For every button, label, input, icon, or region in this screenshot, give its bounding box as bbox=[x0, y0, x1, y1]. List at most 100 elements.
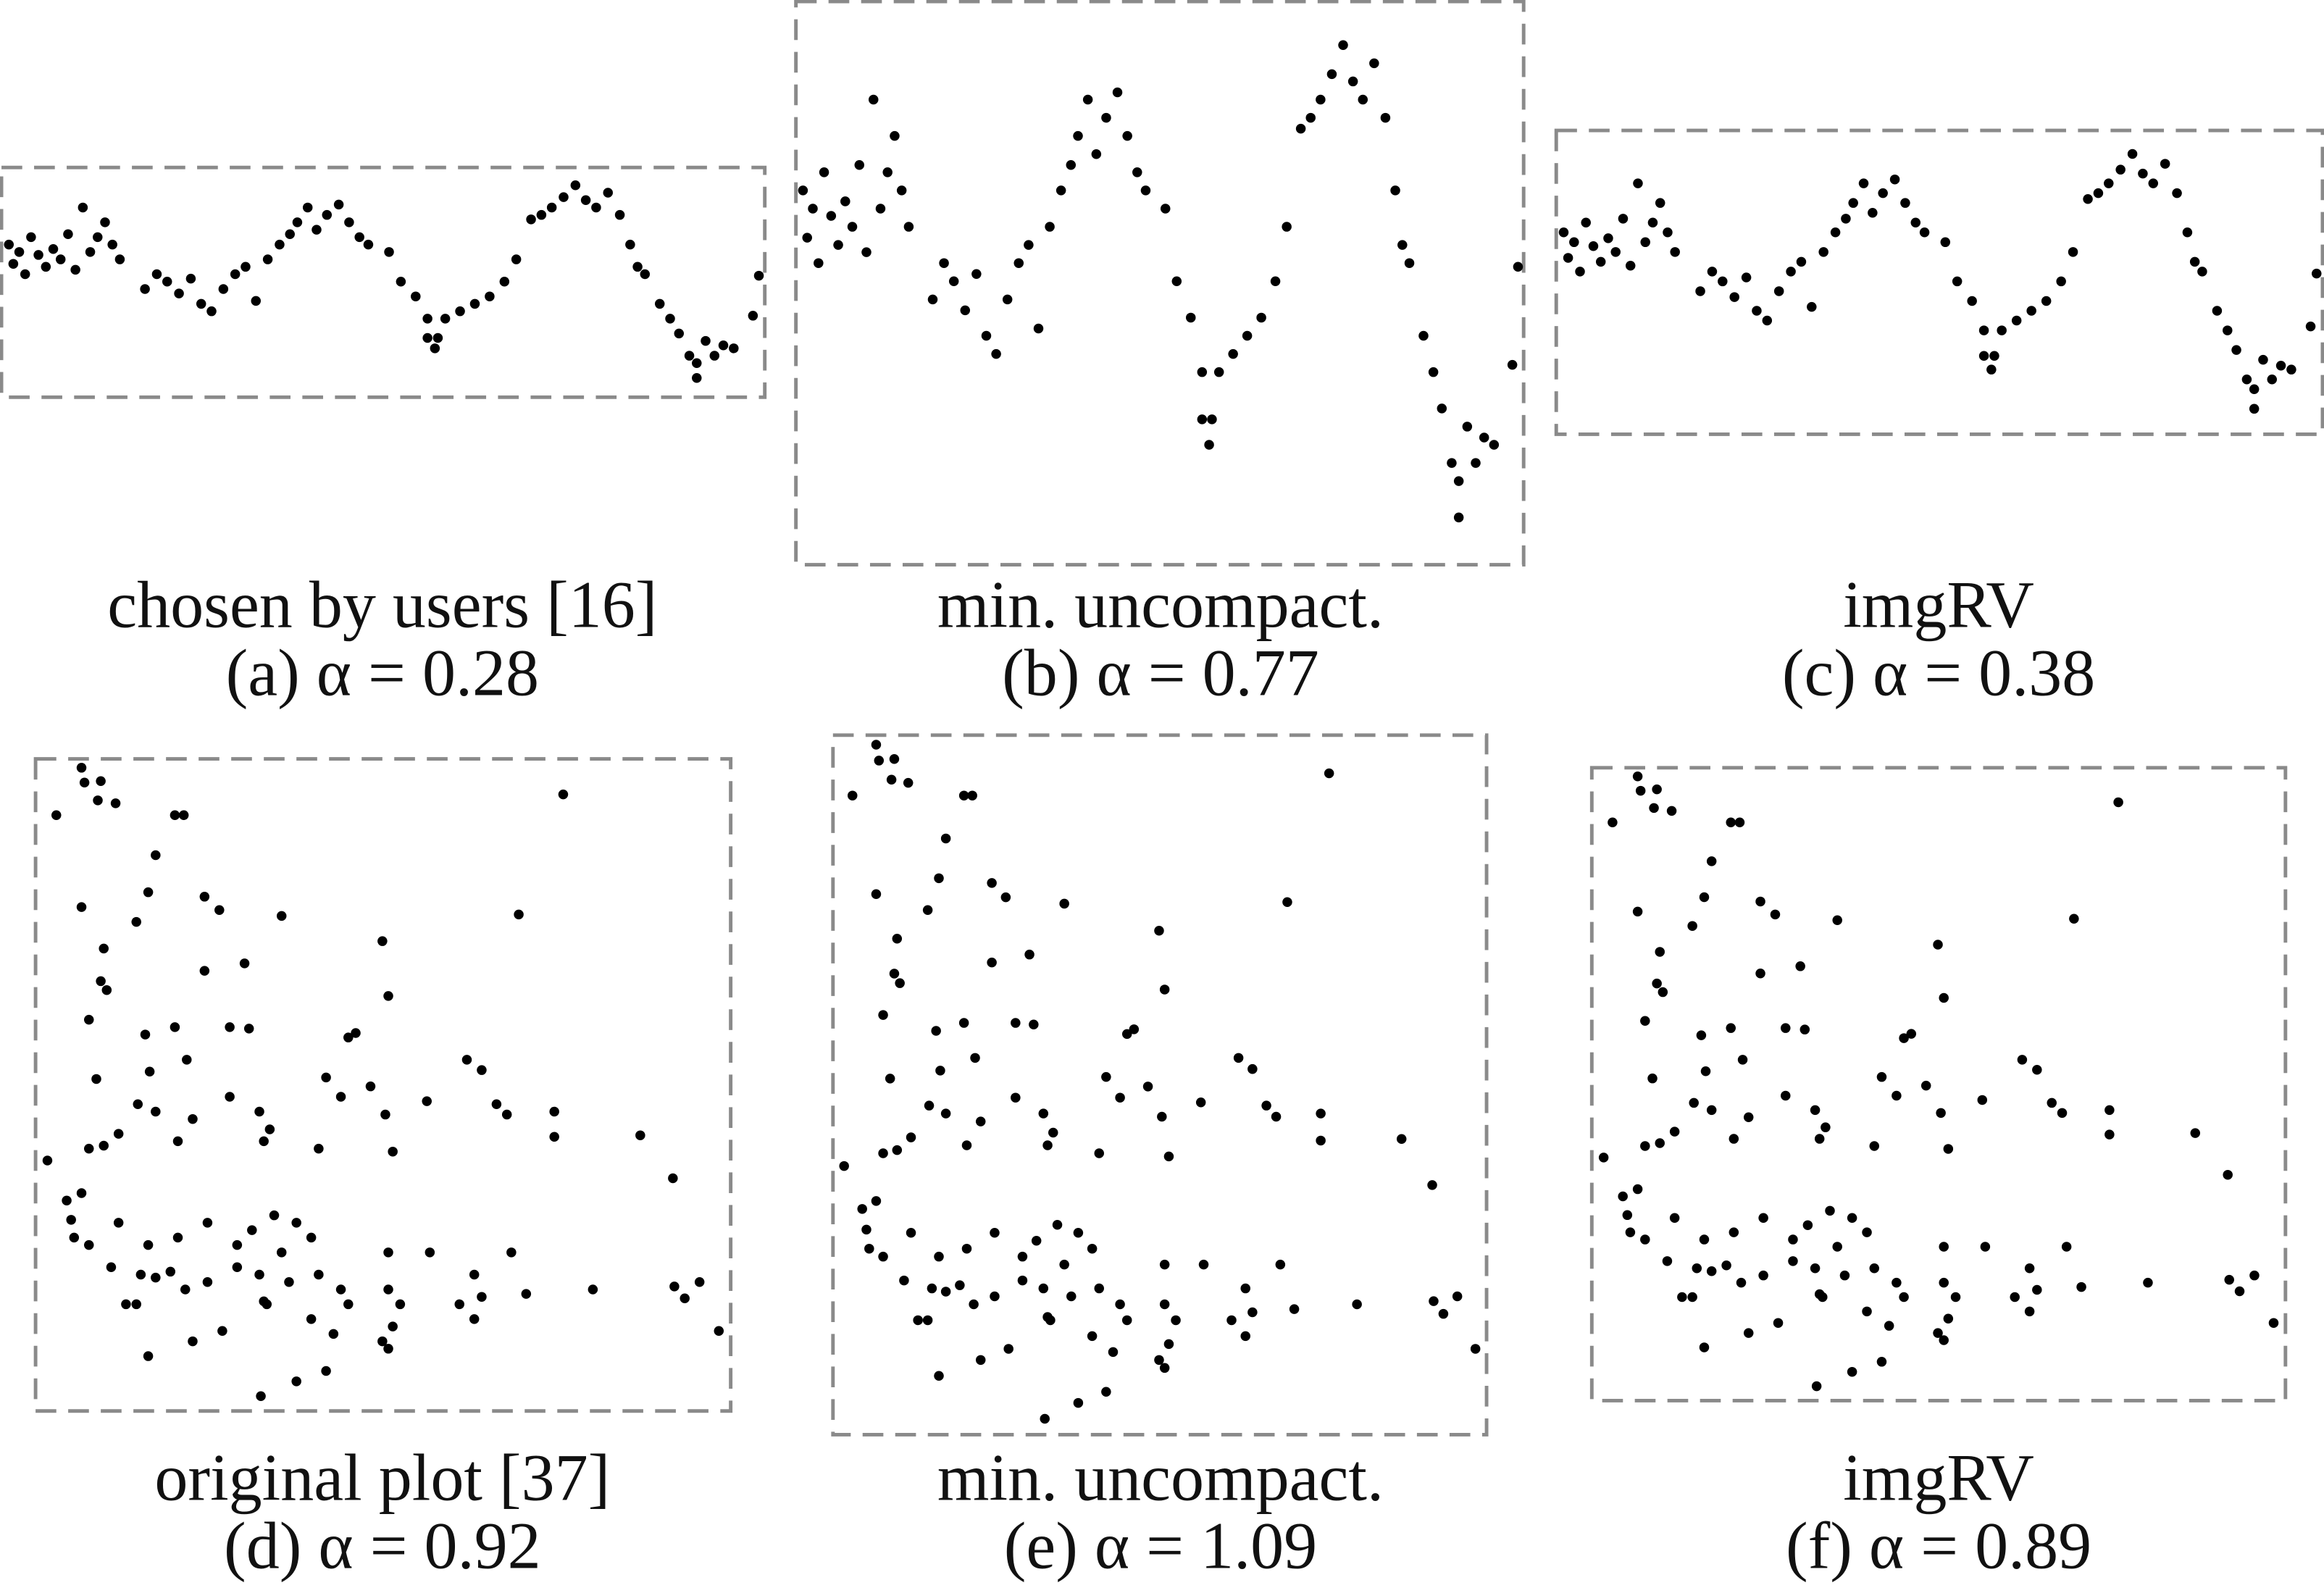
scatter-point bbox=[1270, 276, 1281, 287]
scatter-point bbox=[172, 1232, 183, 1243]
scatter-point bbox=[1038, 1283, 1049, 1294]
scatter-point bbox=[1734, 817, 1745, 828]
scatter-point bbox=[1848, 198, 1858, 208]
scatter-point bbox=[1788, 1234, 1798, 1245]
scatter-point bbox=[225, 1022, 235, 1032]
scatter-point bbox=[232, 1262, 243, 1273]
scatter-point bbox=[285, 229, 295, 240]
scatter-point bbox=[1275, 1259, 1286, 1270]
scatter-point bbox=[151, 269, 162, 280]
scatter-point bbox=[2113, 797, 2123, 808]
scatter-point bbox=[135, 1269, 146, 1280]
scatter-point bbox=[603, 188, 613, 198]
scatter-point bbox=[2249, 384, 2260, 394]
scatter-point bbox=[1989, 351, 1999, 361]
scatter-point bbox=[892, 933, 903, 944]
scatter-point bbox=[1595, 256, 1606, 267]
scatter-point bbox=[1002, 294, 1013, 305]
scatter-point bbox=[1625, 1227, 1636, 1237]
scatter-point bbox=[1094, 1148, 1104, 1158]
scatter-point bbox=[144, 1066, 155, 1076]
scatter-point bbox=[885, 1074, 895, 1084]
scatter-point bbox=[1795, 961, 1805, 971]
scatter-point bbox=[291, 1218, 301, 1228]
scatter-point bbox=[1011, 1018, 1021, 1028]
scatter-point bbox=[1997, 325, 2007, 335]
scatter-point bbox=[1129, 1024, 1140, 1034]
scatter-point bbox=[1115, 1299, 1125, 1310]
scatter-point bbox=[461, 1055, 472, 1065]
scatter-point bbox=[521, 1289, 532, 1299]
scatter-point bbox=[1271, 1111, 1282, 1122]
scatter-point bbox=[196, 298, 206, 309]
scatter-point bbox=[1282, 897, 1292, 907]
scatter-point bbox=[1640, 1016, 1650, 1027]
scatter-point bbox=[1952, 276, 1963, 287]
scatter-point bbox=[218, 284, 229, 294]
scatter-point bbox=[422, 1096, 432, 1106]
scatter-point bbox=[614, 209, 625, 220]
scatter-point bbox=[1658, 987, 1668, 998]
scatter-point bbox=[1649, 803, 1659, 814]
scatter-point bbox=[922, 1315, 933, 1326]
scatter-point bbox=[48, 243, 59, 254]
scatter-point bbox=[1122, 130, 1132, 141]
scatter-point bbox=[1256, 312, 1266, 323]
scatter-point bbox=[1396, 1134, 1407, 1145]
scatter-point bbox=[1213, 367, 1224, 377]
scatter-point bbox=[1154, 925, 1164, 936]
scatter-point bbox=[185, 273, 196, 284]
scatter-point bbox=[1980, 1242, 1991, 1252]
scatter-point bbox=[991, 348, 1001, 359]
scatter-point bbox=[1489, 440, 1500, 450]
scatter-point bbox=[1101, 1387, 1111, 1397]
scatter-point bbox=[84, 1239, 94, 1250]
scatter-point bbox=[262, 254, 273, 264]
scatter-point bbox=[84, 1014, 94, 1025]
scatter-point bbox=[981, 330, 992, 341]
scatter-point bbox=[1899, 1033, 1909, 1043]
scatter-point bbox=[882, 167, 893, 177]
panel-frame bbox=[1589, 766, 2288, 1402]
scatter-point bbox=[1721, 1260, 1731, 1271]
scatter-point bbox=[591, 202, 601, 213]
scatter-point bbox=[2286, 364, 2296, 375]
scatter-point bbox=[383, 1284, 393, 1295]
scatter-point bbox=[254, 1106, 264, 1117]
scatter-point bbox=[1453, 512, 1464, 523]
scatter-point bbox=[927, 294, 938, 305]
scatter-point bbox=[549, 1132, 559, 1142]
scatter-point bbox=[826, 211, 837, 221]
scatter-point bbox=[76, 1188, 87, 1198]
scatter-point bbox=[411, 291, 421, 301]
scatter-point bbox=[729, 343, 739, 354]
scatter-point bbox=[2182, 227, 2193, 238]
scatter-point bbox=[1876, 1071, 1887, 1082]
scatter-point bbox=[291, 1376, 301, 1387]
scatter-point bbox=[2268, 1318, 2279, 1328]
scatter-point bbox=[1427, 1180, 1437, 1190]
scatter-point bbox=[269, 1210, 280, 1221]
panel-label: (b) α = 0.77 bbox=[1002, 636, 1319, 710]
scatter-point bbox=[1892, 1277, 1902, 1288]
scatter-point bbox=[975, 1116, 986, 1126]
scatter-point bbox=[1040, 1413, 1050, 1424]
scatter-point bbox=[432, 333, 443, 343]
scatter-point bbox=[1429, 1296, 1439, 1306]
scatter-point bbox=[322, 209, 333, 220]
scatter-point bbox=[2024, 1306, 2035, 1317]
scatter-point bbox=[868, 94, 879, 105]
scatter-point bbox=[247, 1225, 257, 1235]
scatter-point bbox=[302, 202, 313, 213]
scatter-point bbox=[1247, 1063, 1258, 1074]
scatter-point bbox=[113, 1218, 124, 1228]
scatter-point bbox=[1240, 1331, 1250, 1342]
scatter-point bbox=[2047, 1097, 2057, 1108]
panel-frame bbox=[33, 757, 733, 1413]
scatter-point bbox=[990, 1291, 1000, 1302]
scatter-point bbox=[854, 160, 865, 170]
scatter-point bbox=[692, 372, 702, 383]
scatter-point bbox=[1142, 1082, 1153, 1092]
scatter-point bbox=[93, 232, 103, 243]
scatter-point bbox=[1073, 130, 1083, 141]
